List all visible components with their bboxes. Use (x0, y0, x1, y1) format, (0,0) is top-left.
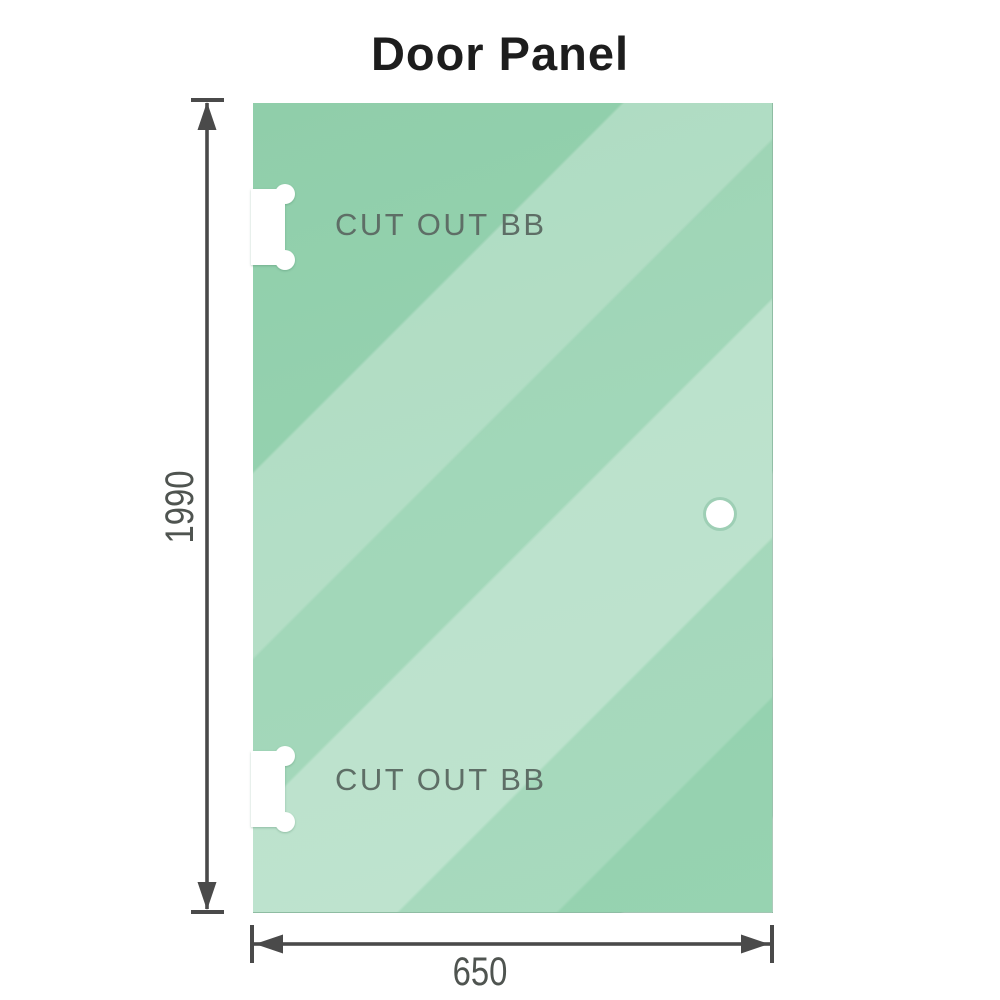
door-panel-glass: CUT OUT BB CUT OUT BB (251, 103, 773, 913)
cutout-label-top: CUT OUT BB (335, 207, 547, 242)
handle-hole (706, 500, 734, 528)
height-dimension-label: 1990 (158, 470, 202, 544)
cutout-label-bottom: CUT OUT BB (335, 762, 547, 797)
width-dimension-arrow (250, 925, 774, 963)
page-title: Door Panel (370, 27, 630, 80)
height-dimension-arrow (191, 98, 224, 914)
hinge-cutout-top (251, 184, 295, 270)
hinge-cutout-bottom (251, 746, 295, 832)
width-dimension-label: 650 (452, 950, 508, 994)
